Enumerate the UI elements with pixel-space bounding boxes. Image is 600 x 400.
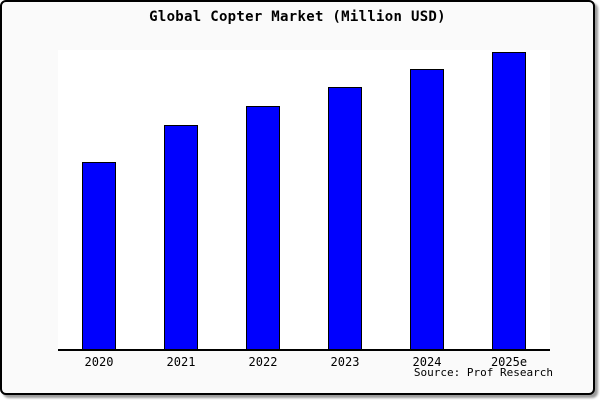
chart-title: Global Copter Market (Million USD) — [149, 9, 446, 25]
source-note: Source: Prof Research — [413, 366, 553, 379]
bar-slot-2025e — [468, 50, 550, 349]
bar-2021 — [164, 125, 198, 349]
plot-area — [58, 50, 550, 351]
bar-slot-2020 — [58, 50, 140, 349]
bar-slot-2023 — [304, 50, 386, 349]
x-tick-label-2025e: 2025e — [490, 355, 528, 369]
bars-container — [58, 50, 550, 349]
bar-2023 — [328, 87, 362, 349]
bar-slot-2022 — [222, 50, 304, 349]
bar-slot-2024 — [386, 50, 468, 349]
x-axis-labels: 2020 2021 2022 2023 2024 2025e — [58, 355, 550, 369]
bar-2022 — [246, 106, 280, 349]
bar-slot-2021 — [140, 50, 222, 349]
bar-2025e — [492, 52, 526, 349]
chart-card: Global Copter Market (Million USD) 2020 2… — [0, 0, 595, 395]
x-tick-label-2024: 2024 — [412, 355, 442, 369]
bar-2020 — [82, 162, 116, 349]
x-tick-label-2022: 2022 — [248, 355, 278, 369]
x-tick-label-2023: 2023 — [330, 355, 360, 369]
bar-2024 — [410, 69, 444, 349]
x-tick-label-2020: 2020 — [84, 355, 114, 369]
x-tick-label-2021: 2021 — [166, 355, 196, 369]
